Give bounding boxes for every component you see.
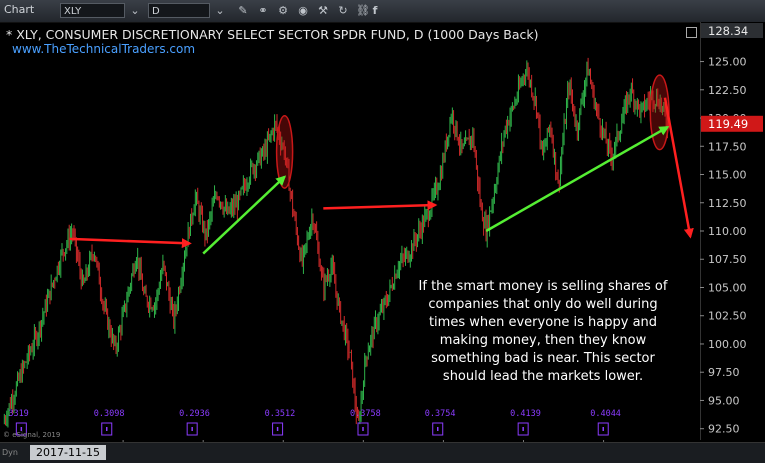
eye-icon[interactable]: ◉ — [298, 4, 308, 17]
y-tick-label: 102.50 — [708, 310, 747, 323]
red-trend-arrow — [323, 200, 438, 211]
toolbar: Chart XLY ⌄ D ⌄ ✎ ⚭ ⚙ ◉ ⚒ ↻ ⛓ f — [0, 0, 765, 23]
facebook-icon[interactable]: f — [372, 4, 378, 17]
chart-label: Chart — [4, 3, 35, 16]
red-trend-arrow — [663, 97, 694, 239]
y-tick-label: 107.50 — [708, 253, 747, 266]
symbol-input[interactable]: XLY — [60, 3, 125, 18]
highlight-ellipse — [275, 115, 294, 189]
y-tick-label: 105.00 — [708, 281, 747, 294]
cycle-value-label: 0.2936 — [179, 409, 210, 419]
link-icon[interactable]: ⚭ — [258, 4, 268, 17]
cycle-marker-icon — [186, 422, 198, 436]
y-tick-label: 95.00 — [708, 394, 740, 407]
cycle-value-label: 0.4044 — [590, 409, 621, 419]
chart-title: * XLY, CONSUMER DISCRETIONARY SELECT SEC… — [6, 27, 539, 42]
chart-annotation: If the smart money is selling shares of … — [418, 279, 668, 384]
highlight-ellipse — [649, 74, 670, 151]
y-tick-label: 97.50 — [708, 366, 740, 379]
cycle-marker-icon — [517, 422, 529, 436]
pencil-icon[interactable]: ✎ — [238, 4, 248, 17]
y-tick-label: 100.00 — [708, 338, 747, 351]
last-price-label: 119.49 — [708, 117, 748, 131]
start-date-label[interactable]: 2017-11-15 — [30, 445, 106, 460]
interval-input[interactable]: D — [148, 3, 210, 18]
cycle-value-label: 0.3758 — [350, 409, 381, 419]
green-trend-arrow — [485, 125, 670, 233]
cycle-marker-icon — [432, 422, 444, 436]
y-tick-label: 117.50 — [708, 140, 747, 153]
green-trend-arrow — [202, 175, 287, 255]
cycle-value-label: 0.3098 — [94, 409, 125, 419]
time-axis-bar — [0, 442, 765, 463]
y-tick-label: 122.50 — [708, 84, 747, 97]
settings-icon[interactable]: ⚙ — [278, 4, 288, 17]
y-tick-label: 125.00 — [708, 56, 747, 69]
y-tick-label: 112.50 — [708, 197, 747, 210]
cycle-value-label: 3319 — [8, 409, 28, 419]
red-trend-arrow — [69, 237, 192, 249]
cycle-marker-icon — [15, 422, 27, 436]
cycle-value-label: 0.4139 — [510, 409, 541, 419]
restore-window-icon[interactable] — [686, 27, 697, 38]
cycle-marker-icon — [597, 422, 609, 436]
copyright-label: © eSignal, 2019 — [3, 431, 61, 439]
wrench-icon[interactable]: ⚒ — [318, 4, 328, 17]
y-tick-label: 115.00 — [708, 169, 747, 182]
website-link[interactable]: www.TheTechnicalTraders.com — [12, 42, 196, 56]
dropdown-icon[interactable]: ⌄ — [130, 4, 140, 17]
header-price-label: 128.34 — [708, 24, 748, 38]
cycle-value-label: 0.3754 — [425, 409, 456, 419]
dyn-label: Dyn — [2, 448, 18, 457]
y-tick-label: 110.00 — [708, 225, 747, 238]
cycle-marker-icon — [101, 422, 113, 436]
cycle-marker-icon — [357, 422, 369, 436]
cycle-value-label: 0.3512 — [265, 409, 296, 419]
last-price-badge — [701, 115, 763, 132]
header-price-box — [701, 23, 763, 38]
cycle-marker-icon — [272, 422, 284, 436]
dropdown-icon[interactable]: ⌄ — [215, 4, 225, 17]
refresh-icon[interactable]: ↻ — [338, 4, 348, 17]
y-tick-label: 92.50 — [708, 423, 740, 436]
link-icon[interactable]: ⛓ — [356, 4, 370, 17]
